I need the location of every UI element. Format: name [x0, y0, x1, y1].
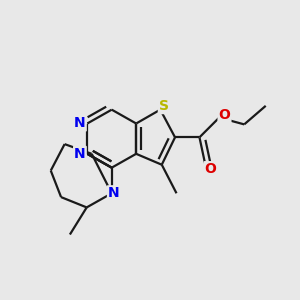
Text: N: N	[74, 116, 86, 130]
Text: N: N	[108, 186, 120, 200]
Text: S: S	[159, 99, 169, 113]
Text: O: O	[205, 162, 217, 176]
Text: N: N	[74, 147, 86, 161]
Text: O: O	[219, 108, 230, 122]
